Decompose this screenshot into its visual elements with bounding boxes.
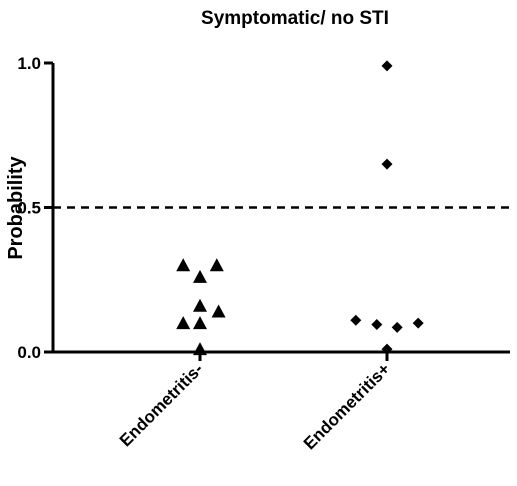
triangle-point [193,316,207,330]
y-ticks: 0.0 0.5 1.0 [17,54,53,362]
triangle-point [193,269,207,283]
chart-title: Symptomatic/ no STI [201,8,389,29]
y-tick-label: 0.5 [17,199,41,218]
triangle-point [176,258,191,272]
diamond-point [381,60,393,72]
triangle-point [193,298,207,312]
y-axis-label: Probability [5,155,27,259]
x-category-label: Endometritis+ [300,359,394,453]
y-tick-label: 0.0 [17,343,41,362]
x-category-label: Endometritis- [116,359,207,450]
triangle-point [176,316,191,330]
data-points [176,60,424,356]
diamond-point [371,319,383,331]
diamond-point [381,343,393,355]
triangle-point [211,304,226,318]
diamond-point [391,321,403,333]
diamond-point [350,314,362,326]
triangle-point [209,258,224,272]
diamond-point [412,317,424,329]
x-categories: Endometritis- Endometritis+ [116,352,394,453]
y-tick-label: 1.0 [17,54,41,73]
triangle-point [193,342,207,356]
diamond-point [381,158,393,170]
